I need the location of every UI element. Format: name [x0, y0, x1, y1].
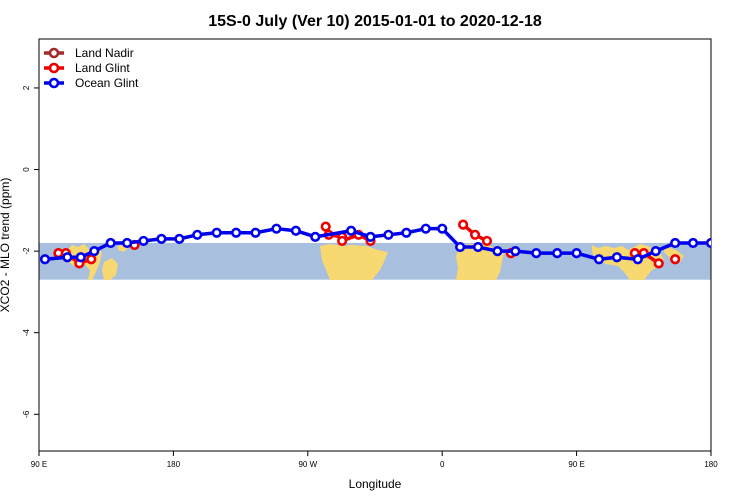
y-tick-label: 0 — [22, 167, 31, 172]
data-point-land-glint — [469, 229, 481, 240]
data-point-land-glint — [320, 221, 331, 232]
data-point-ocean-glint — [211, 227, 222, 238]
data-point-ocean-glint — [290, 225, 301, 236]
data-point-land-glint — [337, 235, 348, 247]
series-ocean-glint — [39, 223, 711, 265]
data-point-ocean-glint — [401, 227, 412, 238]
series-layer — [39, 219, 711, 269]
y-tick-label: -4 — [22, 329, 31, 337]
data-point-ocean-glint — [192, 229, 203, 240]
data-point-ocean-glint — [271, 223, 282, 234]
legend-label-land-nadir: Land Nadir — [75, 46, 134, 60]
data-point-ocean-glint — [156, 233, 167, 244]
y-tick-label: -6 — [22, 410, 31, 418]
map-band — [39, 242, 711, 280]
x-axis-label: Longitude — [349, 477, 402, 491]
data-point-land-glint — [670, 254, 681, 265]
data-point-ocean-glint — [420, 223, 431, 234]
data-point-ocean-glint — [310, 231, 321, 242]
data-point-ocean-glint — [62, 252, 73, 263]
data-point-ocean-glint — [510, 246, 521, 257]
data-point-ocean-glint — [593, 254, 605, 265]
data-point-ocean-glint — [571, 248, 582, 259]
legend-marker-land-nadir — [48, 47, 60, 59]
y-tick-label: -2 — [22, 247, 31, 255]
data-point-ocean-glint — [552, 248, 563, 259]
data-point-ocean-glint — [670, 237, 681, 249]
data-point-ocean-glint — [492, 246, 503, 257]
data-point-ocean-glint — [531, 248, 542, 259]
data-point-ocean-glint — [632, 254, 643, 265]
data-point-ocean-glint — [611, 252, 623, 263]
data-point-ocean-glint — [365, 231, 376, 242]
data-point-land-glint — [653, 258, 664, 269]
data-point-ocean-glint — [39, 254, 51, 265]
data-point-land-glint — [481, 235, 493, 247]
y-axis-label: XCO2 - MLO trend (ppm) — [0, 178, 12, 313]
data-point-ocean-glint — [122, 237, 133, 249]
data-point-ocean-glint — [437, 223, 448, 234]
data-point-ocean-glint — [687, 237, 699, 249]
data-point-land-glint — [458, 219, 469, 230]
x-tick-label: 0 — [440, 460, 445, 469]
x-tick-label: 180 — [167, 460, 181, 469]
data-point-ocean-glint — [383, 229, 394, 240]
data-point-ocean-glint — [455, 241, 466, 253]
legend-marker-ocean-glint — [48, 77, 60, 89]
x-tick-label: 180 — [704, 460, 718, 469]
data-point-ocean-glint — [705, 237, 711, 249]
data-point-ocean-glint — [75, 252, 86, 263]
x-axis: 90 E 180 90 W 0 90 E 180 — [31, 451, 718, 469]
y-axis: 2 0 -2 -4 -6 — [22, 85, 39, 418]
data-point-ocean-glint — [346, 225, 357, 236]
land-africa — [456, 244, 504, 280]
chart-title: 15S-0 July (Ver 10) 2015-01-01 to 2020-1… — [208, 13, 542, 30]
data-point-ocean-glint — [138, 235, 149, 247]
x-tick-label: 90 E — [31, 460, 47, 469]
data-point-ocean-glint — [250, 227, 261, 238]
y-tick-label: 2 — [22, 85, 31, 90]
data-point-ocean-glint — [174, 233, 185, 244]
land-south-america — [320, 244, 388, 280]
legend-label-land-glint: Land Glint — [75, 61, 130, 75]
data-point-land-glint — [86, 254, 97, 265]
land-australia-left-2 — [102, 258, 118, 280]
data-point-ocean-glint — [472, 241, 484, 253]
legend-marker-land-glint — [48, 62, 60, 74]
legend-label-ocean-glint: Ocean Glint — [75, 76, 139, 90]
x-tick-label: 90 E — [568, 460, 584, 469]
x-tick-label: 90 W — [298, 460, 317, 469]
data-point-ocean-glint — [231, 227, 242, 238]
data-point-ocean-glint — [89, 246, 100, 257]
data-point-ocean-glint — [105, 237, 116, 249]
data-point-ocean-glint — [650, 246, 661, 257]
